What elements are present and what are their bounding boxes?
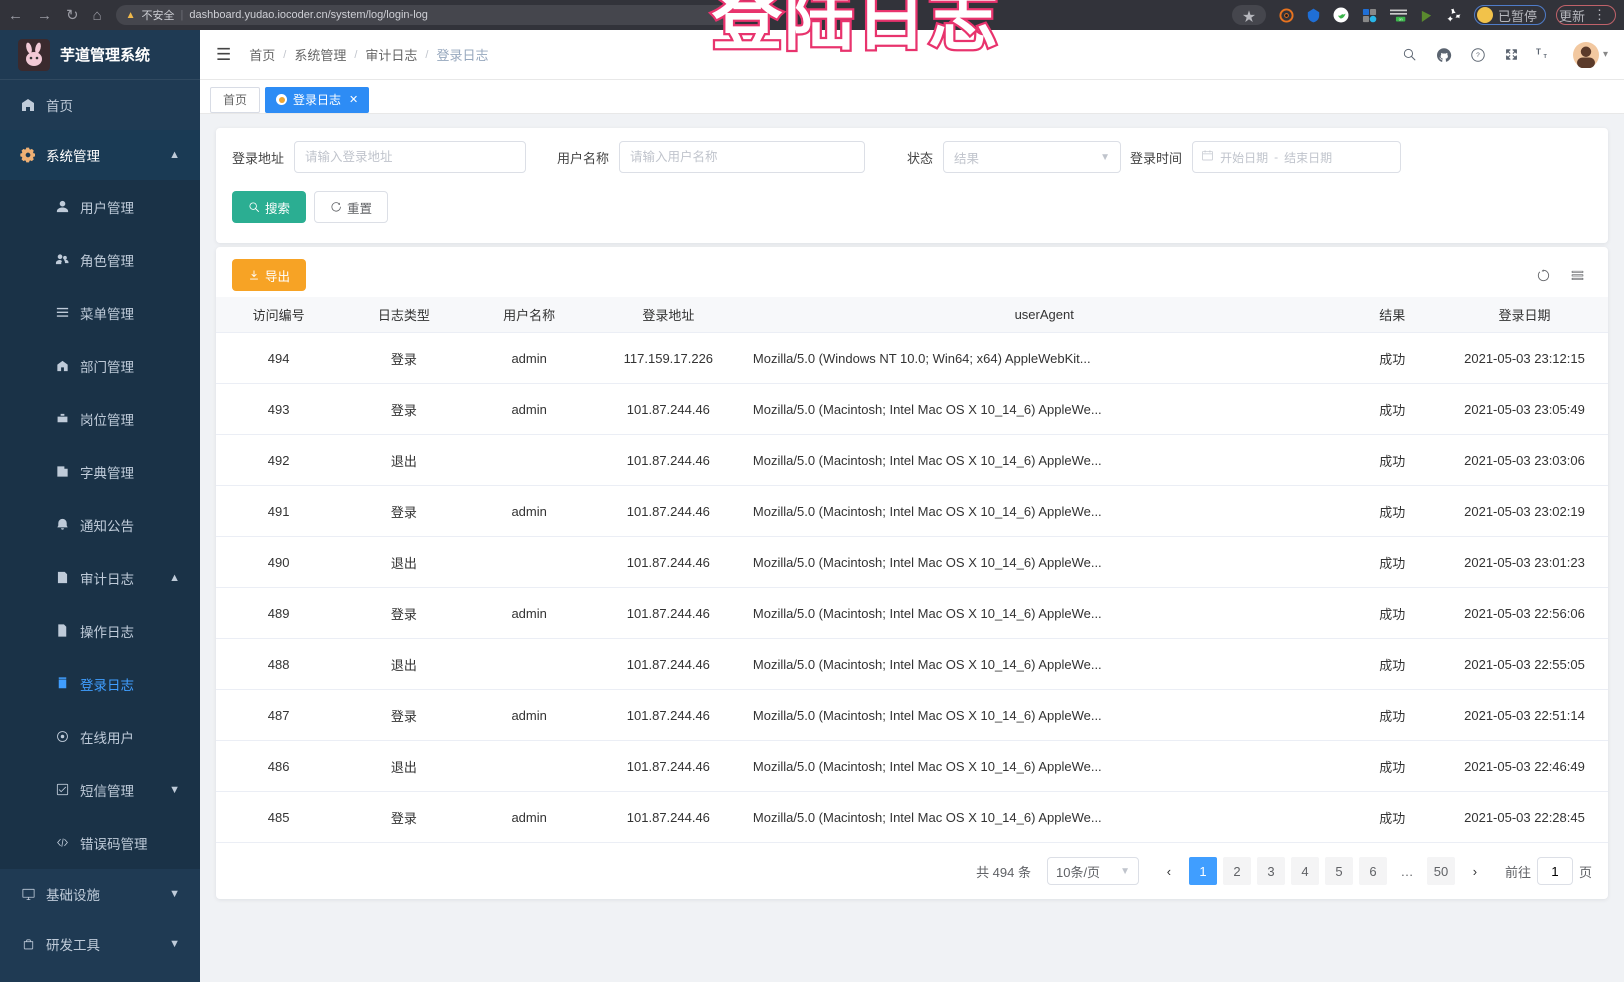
- svg-text:on: on: [1399, 17, 1403, 21]
- svg-text:T: T: [1543, 54, 1547, 60]
- svg-text:?: ?: [1476, 52, 1480, 59]
- svg-text:T: T: [1536, 47, 1541, 56]
